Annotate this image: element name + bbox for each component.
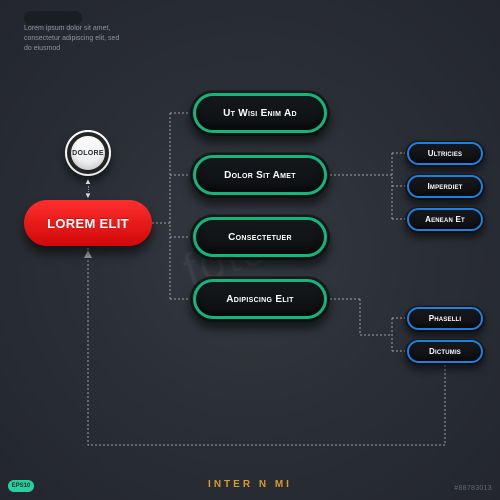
stock-id: #88783013 bbox=[454, 485, 492, 492]
level2-label: Adipiscing Elit bbox=[226, 294, 293, 305]
level3-label: Aenean Et bbox=[425, 215, 465, 224]
level2-label: Consectetuer bbox=[228, 232, 292, 243]
level3-g0-item-0[interactable]: Ultricies bbox=[405, 140, 485, 167]
root-pill-label: LOREM ELIT bbox=[47, 216, 129, 231]
circle-node-label: DOLORE bbox=[72, 150, 104, 157]
level2-item-3[interactable]: Adipiscing Elit bbox=[190, 276, 330, 322]
root-pill[interactable]: LOREM ELIT bbox=[24, 200, 152, 246]
level2-item-0[interactable]: Ut Wisi Enim Ad bbox=[190, 90, 330, 136]
level3-label: Ultricies bbox=[428, 149, 462, 158]
blurb-header-pill bbox=[24, 11, 82, 25]
blurb-text: Lorem ipsum dolor sit amet, consectetur … bbox=[24, 24, 149, 54]
level2-label: Dolor Sit Amet bbox=[224, 170, 296, 181]
eps-badge: EPS10 bbox=[8, 480, 34, 492]
level3-g0-item-1[interactable]: Imperdiet bbox=[405, 173, 485, 200]
level3-label: Imperdiet bbox=[427, 182, 462, 191]
level2-item-2[interactable]: Consectetuer bbox=[190, 214, 330, 260]
level2-label: Ut Wisi Enim Ad bbox=[223, 108, 297, 119]
level3-g0-item-2[interactable]: Aenean Et bbox=[405, 206, 485, 233]
double-arrow-icon: ▲▼ bbox=[82, 178, 94, 200]
level3-label: Dictumis bbox=[429, 347, 461, 356]
level3-g1-item-0[interactable]: Phaselli bbox=[405, 305, 485, 332]
level2-item-1[interactable]: Dolor Sit Amet bbox=[190, 152, 330, 198]
circle-node[interactable]: DOLORE bbox=[65, 130, 111, 176]
level3-g1-item-1[interactable]: Dictumis bbox=[405, 338, 485, 365]
level3-label: Phaselli bbox=[429, 314, 462, 323]
canvas: fotolia Lorem ipsum dolor sit amet, cons… bbox=[0, 0, 500, 500]
footer-center-label: INTER N MI bbox=[208, 479, 292, 490]
